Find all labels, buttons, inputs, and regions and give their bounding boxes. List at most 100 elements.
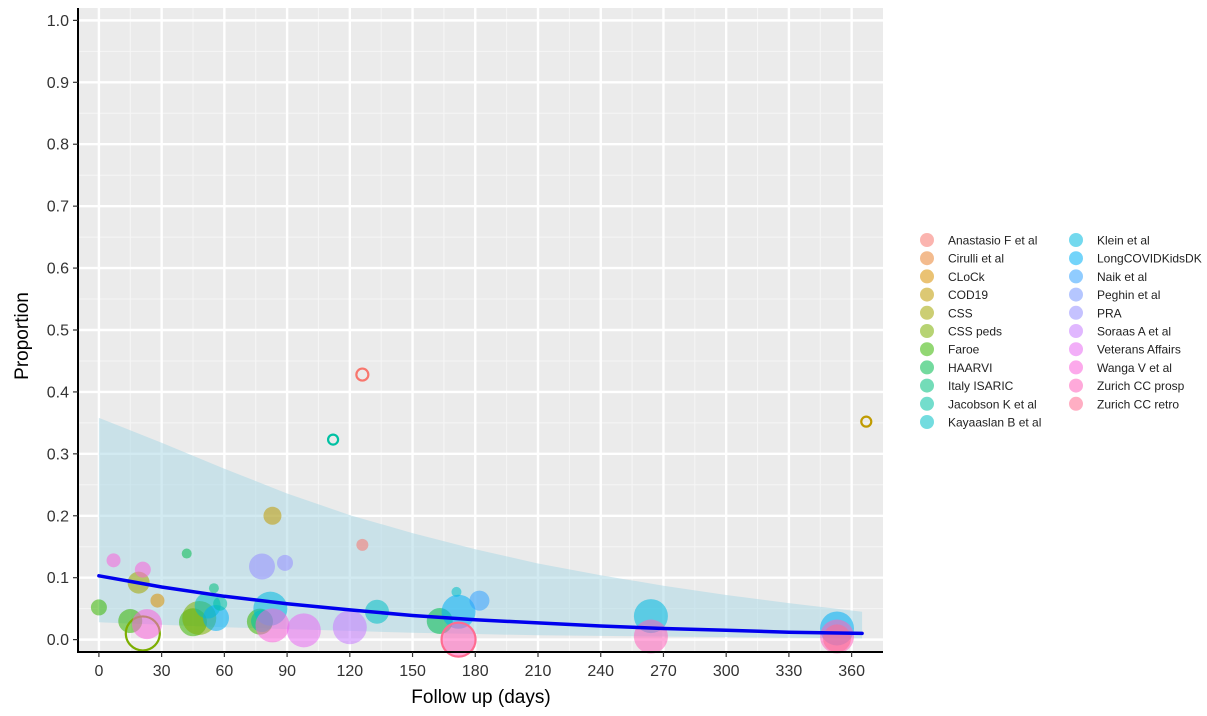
fit-line (97, 574, 864, 636)
legend-label: Soraas A et al (1097, 325, 1171, 339)
legend-key (1069, 396, 1083, 411)
data-point (356, 538, 369, 551)
data-point (355, 367, 370, 382)
x-tick-label: 330 (776, 663, 803, 680)
legend-key (1069, 269, 1083, 284)
data-point (286, 613, 321, 648)
legend-label: HAARVI (948, 361, 992, 375)
legend-label: Faroe (948, 343, 980, 357)
fit-line-layer (97, 574, 864, 636)
legend-label: COD19 (948, 288, 988, 302)
x-tick-label: 210 (525, 663, 552, 680)
legend-key (920, 360, 934, 375)
legend-key (1069, 233, 1083, 247)
legend-label: Cirulli et al (948, 252, 1004, 266)
confidence-band-layer (98, 417, 863, 639)
y-tick-label: 0.1 (47, 570, 69, 587)
legend-key (920, 233, 934, 247)
data-point (134, 561, 151, 578)
legend-label: LongCOVIDKidsDK (1097, 252, 1202, 266)
y-tick-label: 0.2 (47, 508, 69, 525)
x-tick-label: 240 (587, 663, 614, 680)
y-tick-label: 0.5 (47, 323, 69, 340)
legend-key (920, 269, 934, 284)
x-tick-label: 360 (838, 663, 865, 680)
legend-key (1069, 305, 1083, 320)
data-point (106, 553, 121, 568)
legend-key (1069, 251, 1083, 266)
legend-label: Naik et al (1097, 270, 1147, 284)
legend-key (920, 342, 934, 357)
data-point (90, 599, 107, 616)
legend-label: Zurich CC prosp (1097, 379, 1185, 393)
y-tick-label: 0.0 (47, 632, 69, 649)
y-tick-label: 0.8 (47, 137, 69, 154)
data-point (181, 548, 192, 559)
y-tick-label: 0.7 (47, 199, 69, 216)
data-point (326, 433, 340, 446)
data-point (440, 621, 477, 658)
data-point (203, 604, 229, 631)
x-tick-label: 120 (336, 663, 363, 680)
data-point (255, 608, 290, 643)
x-tick-label: 300 (713, 663, 740, 680)
legend-label: Anastasio F et al (948, 234, 1037, 248)
x-tick-label: 0 (94, 663, 103, 680)
legend-label: CSS (948, 306, 973, 320)
x-tick-label: 180 (462, 663, 489, 680)
x-tick-label: 60 (215, 663, 233, 680)
y-tick-label: 0.9 (47, 75, 69, 92)
y-tick-label: 0.4 (47, 384, 69, 401)
points-layer (90, 367, 873, 658)
data-point (277, 554, 293, 571)
data-point (633, 619, 668, 654)
legend-key (1069, 324, 1083, 338)
legend-label: CLoCk (948, 270, 986, 284)
legend-label: Peghin et al (1097, 288, 1160, 302)
legend-key (920, 396, 934, 411)
x-tick-label: 90 (278, 663, 296, 680)
data-point (132, 609, 162, 640)
legend-key (920, 251, 934, 266)
x-tick-label: 150 (399, 663, 426, 680)
x-axis-title: Follow up (days) (411, 687, 550, 708)
data-point (150, 593, 165, 608)
tick-labels-layer: 0 30 60 90 120 150 180 210 240 270 300 330 360 0.0 0.1… (47, 13, 865, 680)
legend: Anastasio F et al Cirulli et al CLoCk COD19… (920, 233, 1202, 430)
legend-label: Klein et al (1097, 234, 1150, 248)
data-point (441, 622, 476, 657)
legend-key (1069, 360, 1083, 375)
x-tick-label: 30 (153, 663, 171, 680)
legend-key (920, 324, 934, 338)
data-point (860, 415, 873, 428)
y-axis-title: Proportion (12, 292, 33, 380)
legend-key (920, 305, 934, 320)
data-point (263, 506, 282, 525)
y-tick-label: 0.3 (47, 446, 69, 463)
legend-label: Wanga V et al (1097, 361, 1172, 375)
legend-label: Zurich CC retro (1097, 397, 1179, 411)
legend-key (1069, 342, 1083, 357)
confidence-band (98, 417, 863, 639)
legend-key (1069, 287, 1083, 302)
legend-label: Italy ISARIC (948, 379, 1014, 393)
data-point (332, 610, 367, 645)
legend-label: PRA (1097, 306, 1122, 320)
legend-key (920, 378, 934, 393)
legend-key (920, 415, 934, 429)
data-point (249, 553, 275, 580)
y-tick-label: 1.0 (47, 13, 69, 30)
data-point (451, 586, 462, 597)
legend-label: Jacobson K et al (948, 397, 1037, 411)
legend-key (920, 287, 934, 302)
y-tick-label: 0.6 (47, 261, 69, 278)
x-tick-label: 270 (650, 663, 677, 680)
data-point (469, 590, 490, 611)
legend-label: CSS peds (948, 325, 1002, 339)
legend-key (1069, 378, 1083, 393)
legend-label: Kayaaslan B et al (948, 416, 1041, 430)
data-point (823, 624, 851, 653)
data-point (213, 596, 228, 611)
legend-label: Veterans Affairs (1097, 343, 1181, 357)
